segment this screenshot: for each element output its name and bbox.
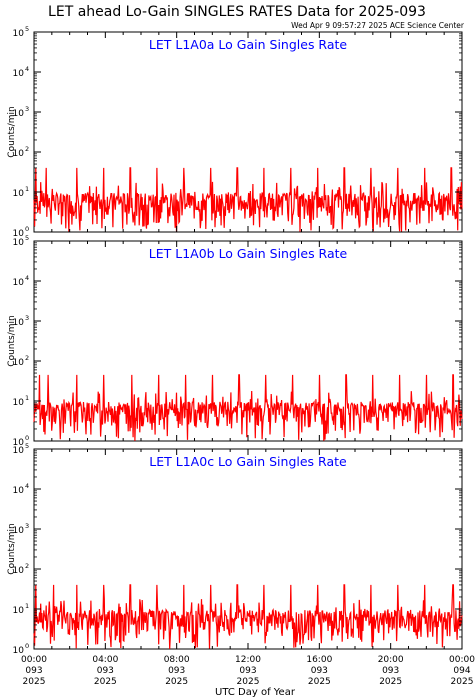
- y-tick-exponent: 4: [25, 65, 29, 73]
- x-tick-label: 16:00: [306, 655, 332, 665]
- x-tick-label: 2025: [379, 677, 402, 687]
- y-tick-exponent: 3: [25, 105, 29, 113]
- x-tick-label: 12:00: [235, 655, 261, 665]
- y-tick-exponent: 2: [25, 354, 29, 362]
- series-line: [33, 584, 463, 649]
- y-tick-exponent: 3: [25, 522, 29, 530]
- chart-title: LET ahead Lo-Gain SINGLES RATES Data for…: [48, 4, 426, 20]
- x-tick-label: 094: [453, 666, 470, 676]
- y-tick-label: 10: [13, 438, 25, 448]
- y-tick-label: 10: [13, 318, 25, 328]
- y-tick-label: 10: [13, 69, 25, 79]
- panel-title: LET L1A0c Lo Gain Singles Rate: [149, 454, 347, 469]
- x-tick-label: 08:00: [164, 655, 190, 665]
- y-tick-label: 10: [13, 189, 25, 199]
- y-tick-exponent: 2: [25, 562, 29, 570]
- y-tick-exponent: 4: [25, 274, 29, 282]
- y-tick-exponent: 0: [25, 642, 29, 650]
- panel-title: LET L1A0b Lo Gain Singles Rate: [149, 246, 348, 261]
- x-tick-label: 2025: [308, 677, 331, 687]
- y-tick-label: 10: [13, 446, 25, 456]
- y-tick-label: 10: [13, 398, 25, 408]
- y-tick-exponent: 1: [25, 602, 29, 610]
- y-tick-label: 10: [13, 606, 25, 616]
- y-tick-label: 10: [13, 358, 25, 368]
- y-axis-label: Counts/min: [7, 106, 17, 157]
- y-tick-label: 10: [13, 566, 25, 576]
- generation-timestamp: Wed Apr 9 09:57:27 2025 ACE Science Cent…: [291, 21, 465, 30]
- y-tick-exponent: 5: [25, 25, 29, 33]
- y-tick-exponent: 3: [25, 314, 29, 322]
- x-tick-label: 2025: [94, 677, 117, 687]
- x-tick-label: 2025: [451, 677, 474, 687]
- y-tick-exponent: 0: [25, 434, 29, 442]
- y-tick-label: 10: [13, 29, 25, 39]
- x-tick-label: 00:00: [21, 655, 47, 665]
- y-tick-exponent: 0: [25, 225, 29, 233]
- x-tick-label: 04:00: [92, 655, 118, 665]
- y-tick-exponent: 1: [25, 394, 29, 402]
- x-tick-labels: 00:00093202504:00093202508:00093202512:0…: [21, 655, 475, 687]
- x-tick-label: 093: [97, 666, 114, 676]
- y-tick-label: 10: [13, 238, 25, 248]
- y-tick-label: 10: [13, 278, 25, 288]
- x-tick-label: 093: [168, 666, 185, 676]
- y-tick-exponent: 5: [25, 234, 29, 242]
- x-tick-label: 093: [239, 666, 256, 676]
- y-tick-exponent: 1: [25, 185, 29, 193]
- y-axis-label: Counts/min: [7, 315, 17, 366]
- y-tick-exponent: 5: [25, 442, 29, 450]
- y-tick-label: 10: [13, 646, 25, 656]
- x-axis-label: UTC Day of Year: [215, 687, 296, 698]
- y-tick-label: 10: [13, 486, 25, 496]
- y-tick-label: 10: [13, 149, 25, 159]
- series-line: [33, 167, 463, 232]
- x-tick-label: 093: [25, 666, 42, 676]
- x-tick-label: 20:00: [378, 655, 404, 665]
- x-tick-label: 093: [382, 666, 399, 676]
- x-tick-label: 2025: [23, 677, 46, 687]
- x-tick-label: 2025: [165, 677, 188, 687]
- x-tick-label: 00:00: [449, 655, 475, 665]
- x-tick-label: 2025: [237, 677, 260, 687]
- y-axis-label: Counts/min: [7, 523, 17, 574]
- panel-title: LET L1A0a Lo Gain Singles Rate: [149, 37, 347, 52]
- y-tick-label: 10: [13, 109, 25, 119]
- x-tick-label: 093: [311, 666, 328, 676]
- series-line: [33, 374, 463, 441]
- y-tick-label: 10: [13, 229, 25, 239]
- y-tick-exponent: 4: [25, 482, 29, 490]
- y-tick-exponent: 2: [25, 145, 29, 153]
- y-tick-label: 10: [13, 526, 25, 536]
